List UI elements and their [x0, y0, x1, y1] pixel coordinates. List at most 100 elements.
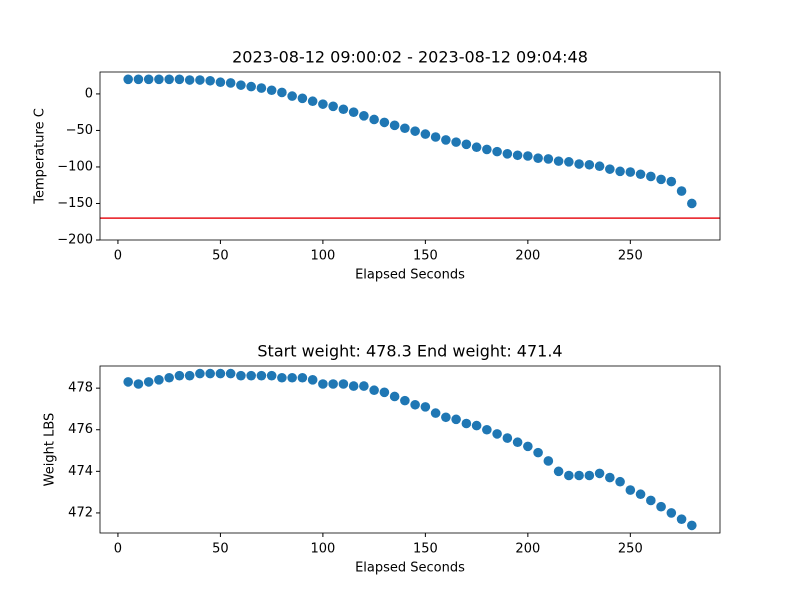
- data-point: [646, 171, 656, 182]
- data-point: [277, 87, 287, 98]
- data-point: [379, 387, 390, 398]
- data-point: [143, 377, 154, 387]
- x-tick-label: 50: [212, 249, 229, 264]
- data-point: [441, 412, 451, 423]
- data-point: [564, 157, 574, 167]
- data-point: [676, 186, 687, 196]
- y-axis-label: Weight LBS: [43, 413, 58, 487]
- data-point: [646, 495, 656, 506]
- data-point: [523, 441, 533, 452]
- subplot: Start weight: 478.3 End weight: 471.4 Ela…: [43, 342, 721, 576]
- data-point: [461, 418, 472, 429]
- data-point: [420, 402, 431, 412]
- data-point: [318, 379, 328, 389]
- data-point: [338, 104, 349, 115]
- x-tick-label: 0: [114, 542, 122, 557]
- data-point: [307, 96, 318, 107]
- y-tick-label: 472: [68, 505, 93, 520]
- data-point: [512, 437, 523, 448]
- data-point: [359, 111, 369, 121]
- data-point: [400, 123, 410, 134]
- data-point: [594, 468, 605, 479]
- data-point: [307, 375, 318, 385]
- data-point: [318, 99, 328, 109]
- x-tick-label: 200: [515, 542, 540, 557]
- data-point: [123, 377, 133, 387]
- data-point: [369, 385, 379, 396]
- data-point: [348, 107, 359, 117]
- data-point: [584, 159, 595, 170]
- y-tick-label: −50: [66, 123, 93, 138]
- data-point: [687, 198, 697, 209]
- data-point: [625, 485, 636, 495]
- data-point: [430, 132, 441, 142]
- data-point: [236, 370, 246, 381]
- data-point: [195, 75, 205, 85]
- data-point: [348, 381, 359, 391]
- data-point: [410, 399, 420, 410]
- x-tick-label: 100: [310, 249, 335, 264]
- y-tick-label: −100: [57, 159, 93, 174]
- data-point: [430, 408, 441, 418]
- x-axis-label: Elapsed Seconds: [355, 268, 465, 283]
- data-point: [359, 381, 369, 391]
- data-point: [174, 370, 185, 381]
- data-point: [225, 78, 236, 88]
- data-point: [328, 101, 338, 112]
- data-point: [410, 126, 420, 136]
- data-point: [543, 456, 554, 466]
- data-point: [133, 379, 144, 389]
- y-tick-label: −200: [57, 233, 93, 248]
- x-tick-label: 100: [310, 542, 335, 557]
- data-point: [553, 466, 564, 477]
- y-tick-label: 474: [68, 464, 93, 479]
- data-point: [687, 520, 697, 531]
- data-point: [328, 379, 338, 389]
- axes-frame: [99, 365, 721, 534]
- data-point: [420, 129, 431, 139]
- data-point: [266, 370, 277, 381]
- data-point: [666, 508, 677, 518]
- data-point: [635, 169, 646, 180]
- data-point: [676, 514, 687, 524]
- data-point: [605, 472, 615, 483]
- data-point: [451, 414, 461, 425]
- data-point: [287, 91, 297, 101]
- data-point: [471, 420, 482, 431]
- data-point: [205, 368, 215, 379]
- chart-title: 2023-08-12 09:00:02 - 2023-08-12 09:04:4…: [232, 48, 588, 67]
- data-point: [615, 166, 625, 177]
- data-point: [154, 375, 164, 385]
- data-point: [225, 368, 236, 379]
- data-point: [205, 75, 215, 86]
- data-point: [574, 159, 584, 169]
- x-tick-label: 50: [212, 542, 229, 557]
- data-point: [461, 139, 472, 150]
- x-tick-label: 250: [618, 249, 643, 264]
- subplot: 2023-08-12 09:00:02 - 2023-08-12 09:04:4…: [33, 48, 721, 283]
- data-point: [287, 372, 297, 383]
- data-point: [533, 153, 543, 163]
- axes-frame: [99, 71, 721, 241]
- data-point: [615, 476, 625, 487]
- x-tick-label: 0: [114, 249, 122, 264]
- data-point: [266, 85, 277, 96]
- x-axis-label: Elapsed Seconds: [355, 561, 465, 576]
- data-point: [492, 146, 502, 157]
- data-point: [523, 151, 533, 161]
- data-point: [635, 489, 646, 500]
- data-point: [133, 74, 144, 85]
- data-point: [543, 154, 554, 164]
- data-point: [482, 144, 492, 155]
- data-point: [184, 370, 195, 381]
- y-tick-label: 0: [85, 86, 93, 101]
- data-point: [154, 74, 164, 85]
- data-point: [297, 93, 308, 104]
- data-point: [553, 156, 564, 166]
- data-point: [492, 429, 502, 439]
- data-point: [369, 114, 379, 125]
- data-point: [215, 368, 226, 379]
- data-point: [297, 372, 308, 383]
- data-point: [338, 379, 349, 389]
- data-point: [174, 74, 185, 85]
